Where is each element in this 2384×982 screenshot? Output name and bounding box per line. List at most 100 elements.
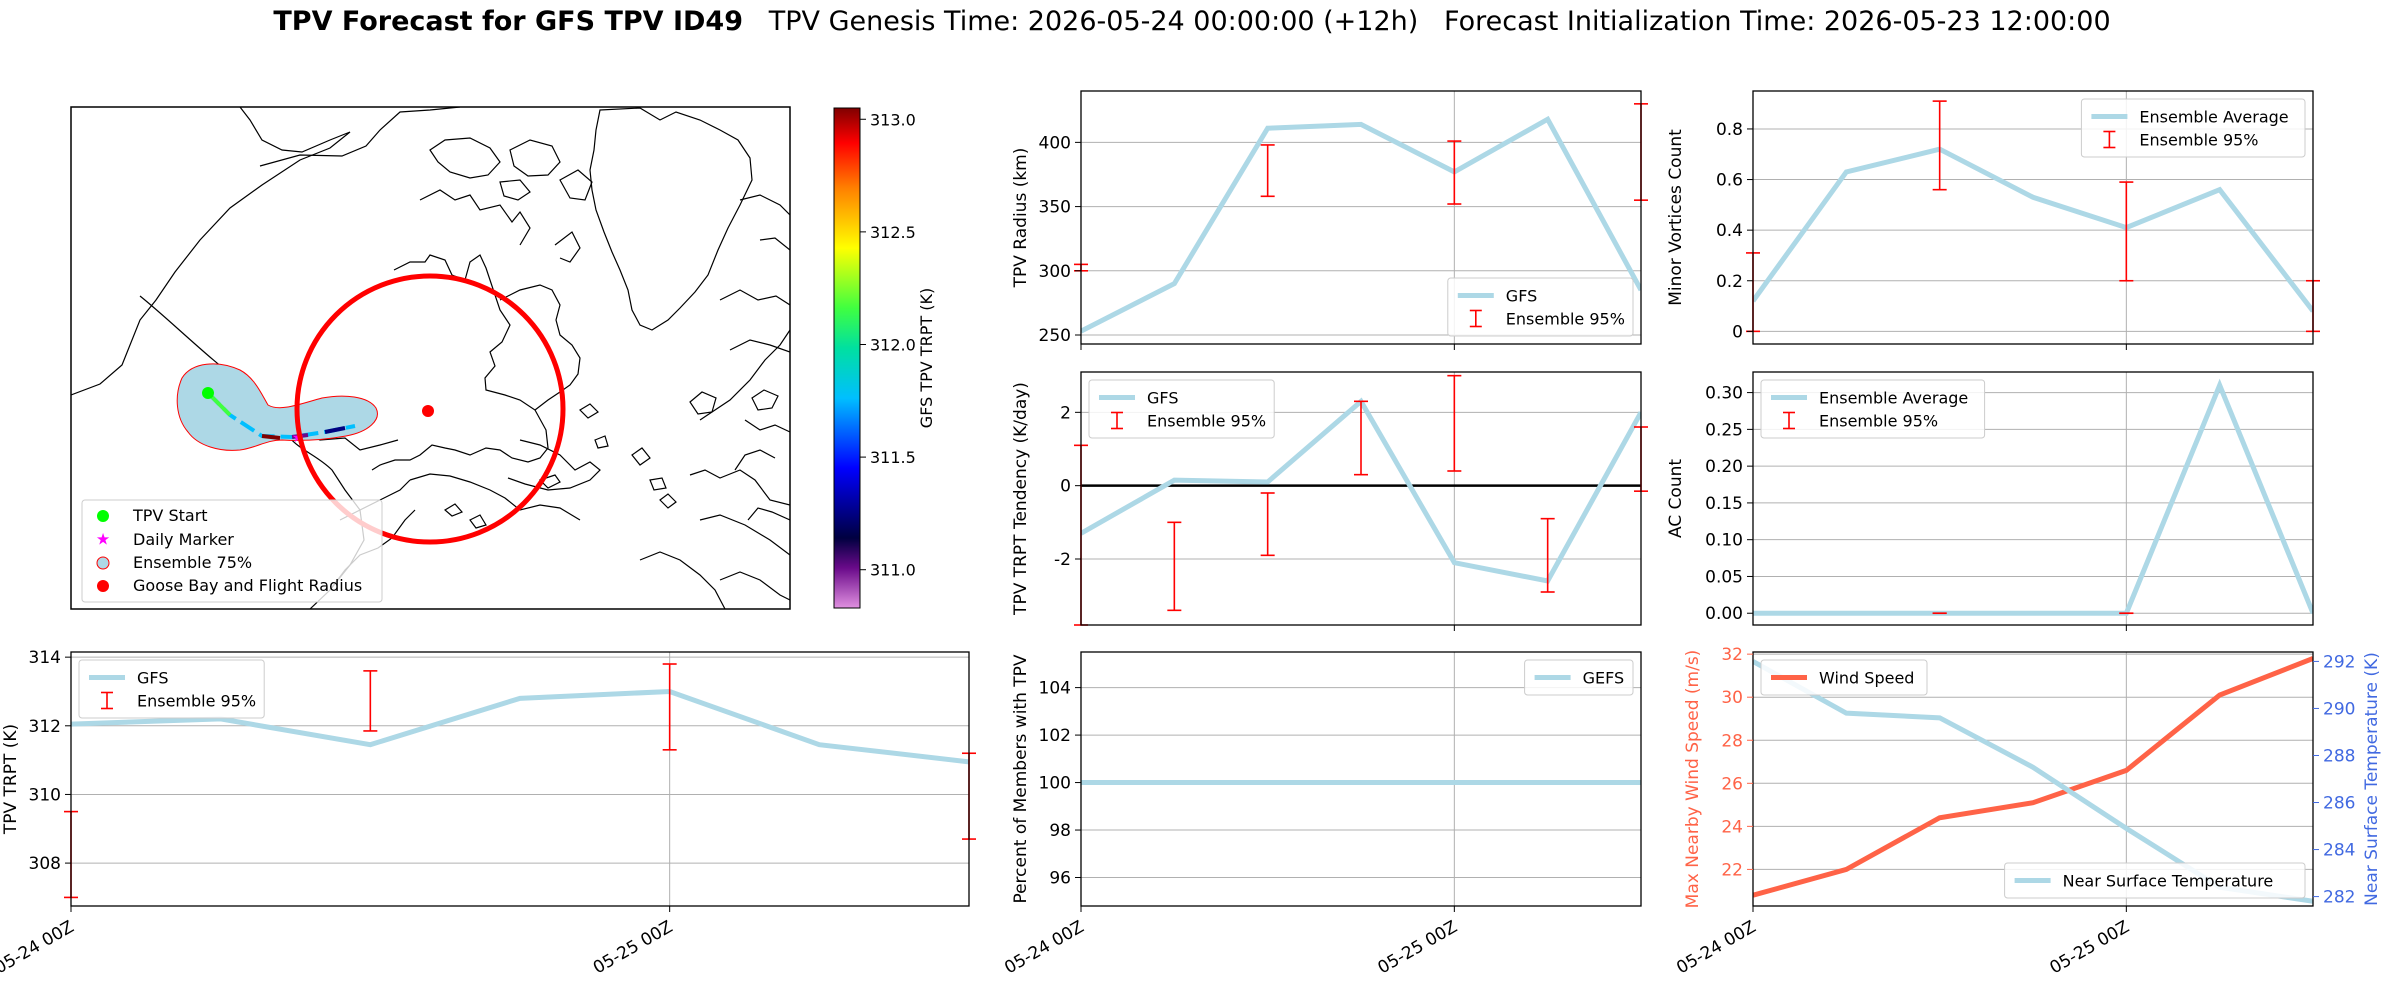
y-axis: 308 310 312 314 — [29, 648, 71, 874]
x-axis: 05-24 00Z 05-25 00Z — [1673, 906, 2133, 978]
legend-label: Ensemble Average — [1819, 389, 1968, 408]
chart-wind-temperature: 22 24 26 28 30 32 Max Nearby Wind Speed (m/s) 2… — [1673, 645, 2382, 978]
legend: GEFS — [1524, 659, 1634, 696]
y-tick-label: 22 — [1721, 860, 1743, 880]
legend-box — [2004, 862, 2306, 899]
y-tick-label: -2 — [1054, 550, 1071, 570]
figure-title-rest: TPV Genesis Time: 2026-05-24 00:00:00 (+… — [743, 6, 2111, 37]
legend: GFS Ensemble 95% — [1088, 379, 1275, 439]
tpv-start-marker — [202, 387, 214, 399]
axes-frame — [70, 651, 970, 907]
y-tick-label: 0.10 — [1705, 531, 1743, 551]
legend-ensemble-label: Ensemble 75% — [133, 553, 252, 572]
x-tick-label: 05-25 00Z — [590, 917, 676, 978]
series-point — [1267, 481, 1269, 483]
series-point — [818, 744, 820, 746]
series-point — [2032, 802, 2034, 804]
goose-bay-marker — [422, 405, 434, 417]
y2-tick-label: 286 — [2323, 794, 2355, 814]
legend-box — [1524, 659, 1634, 696]
track-overlay: ★ — [176, 273, 566, 545]
legend: GFS Ensemble 95% — [78, 659, 265, 719]
legend-box — [1088, 379, 1275, 439]
y-tick-label: 0.20 — [1705, 457, 1743, 477]
y-tick-label: 96 — [1049, 869, 1071, 889]
x-tick-label: 05-24 00Z — [1673, 917, 1759, 978]
y-axis: -2 0 2 — [1054, 403, 1081, 570]
legend-label: Ensemble Average — [2139, 108, 2288, 127]
series-point — [2219, 384, 2221, 386]
legend-label: Ensemble 95% — [1819, 412, 1938, 431]
y-tick-label: 308 — [29, 854, 61, 874]
series-point — [2032, 612, 2034, 614]
series-point — [2032, 766, 2034, 768]
y-tick-label: 0.4 — [1716, 221, 1743, 241]
series-point — [1939, 717, 1941, 719]
series-point — [2125, 827, 2127, 829]
y-tick-label: 300 — [1039, 262, 1071, 282]
y-tick-label: 2 — [1060, 403, 1071, 423]
track-map-panel: ★ TPV Start ★ Daily Marker Ensemble 75% … — [70, 106, 936, 610]
colorbar-tick-label: 313.0 — [870, 110, 916, 129]
chart-minor-vortices: 0 0.2 0.4 0.6 0.8 Minor Vortices Count Ensembl… — [1666, 90, 2320, 350]
legend-start-icon — [97, 510, 109, 522]
x-tick-label: 05-25 00Z — [1375, 917, 1461, 978]
x-tick-label: 05-24 00Z — [1001, 917, 1087, 978]
y-axis: 250 300 350 400 — [1039, 133, 1081, 346]
flight-radius-circle — [294, 273, 566, 545]
series-point — [519, 697, 521, 699]
series-point — [1547, 118, 1549, 120]
y-axis: 0.00 0.05 0.10 0.15 0.20 0.25 0.30 — [1705, 384, 1753, 624]
series-point — [1845, 712, 1847, 714]
legend: Near Surface Temperature — [2004, 862, 2306, 899]
colorbar-label: GFS TPV TRPT (K) — [917, 288, 936, 428]
series-point — [1547, 782, 1549, 784]
y-axis-label: TPV TRPT (K) — [1, 724, 21, 835]
legend-box — [1760, 659, 1928, 696]
y-tick-label: 0.00 — [1705, 604, 1743, 624]
legend-goosebay-icon — [97, 580, 109, 592]
series-point — [1845, 171, 1847, 173]
legend: GFS Ensemble 95% — [1447, 277, 1634, 337]
y-tick-label: 98 — [1049, 821, 1071, 841]
legend-goosebay-label: Goose Bay and Flight Radius — [133, 576, 362, 595]
y2-axis-label: Near Surface Temperature (K) — [2362, 652, 2382, 906]
y2-axis: 282 284 286 288 290 292 — [2313, 652, 2355, 908]
series-point — [1453, 782, 1455, 784]
y-tick-label: 0 — [1060, 477, 1071, 497]
y-axis-label: AC Count — [1666, 459, 1686, 538]
series-point — [1845, 868, 1847, 870]
y-tick-label: 0.8 — [1716, 120, 1743, 140]
x-tick-label: 05-25 00Z — [2047, 917, 2133, 978]
series-point — [1267, 127, 1269, 129]
legend: Ensemble Average Ensemble 95% — [1760, 379, 1986, 439]
y-tick-label: 350 — [1039, 198, 1071, 218]
series-point — [369, 744, 371, 746]
ensemble-75-contour — [176, 363, 378, 451]
axes-frame — [1080, 371, 1642, 626]
chart-ac-count: 0.00 0.05 0.10 0.15 0.20 0.25 0.30 AC Count Ense… — [1666, 371, 2314, 631]
legend-box — [2080, 98, 2306, 158]
axes-frame — [1752, 651, 2314, 907]
axes-frame — [1752, 371, 2314, 626]
y-tick-label: 312 — [29, 717, 61, 737]
y-tick-label: 0 — [1732, 322, 1743, 342]
colorbar: 313.0 312.5 312.0 311.5 311.0 GFS TPV TRPT (… — [833, 107, 936, 609]
series-point — [1360, 782, 1362, 784]
y2-tick-label: 284 — [2323, 841, 2355, 861]
legend-label: Ensemble 95% — [1147, 412, 1266, 431]
axes-frame — [1080, 651, 1642, 907]
y-tick-label: 102 — [1039, 726, 1071, 746]
chart-tpv-radius: 250 300 350 400 TPV Radius (km) GFS Ensemble 9… — [1011, 90, 1648, 350]
y-axis: 0 0.2 0.4 0.6 0.8 — [1716, 120, 1753, 342]
y-axis-label: Percent of Members with TPV — [1011, 654, 1031, 903]
series-point — [1173, 782, 1175, 784]
y-tick-label: 310 — [29, 785, 61, 805]
series-layer — [1081, 780, 1641, 786]
y-tick-label: 400 — [1039, 133, 1071, 153]
series-point — [2032, 196, 2034, 198]
series-point — [220, 718, 222, 720]
legend-label: Ensemble 95% — [137, 692, 256, 711]
y-tick-label: 28 — [1721, 731, 1743, 751]
legend-daily-label: Daily Marker — [133, 530, 234, 549]
